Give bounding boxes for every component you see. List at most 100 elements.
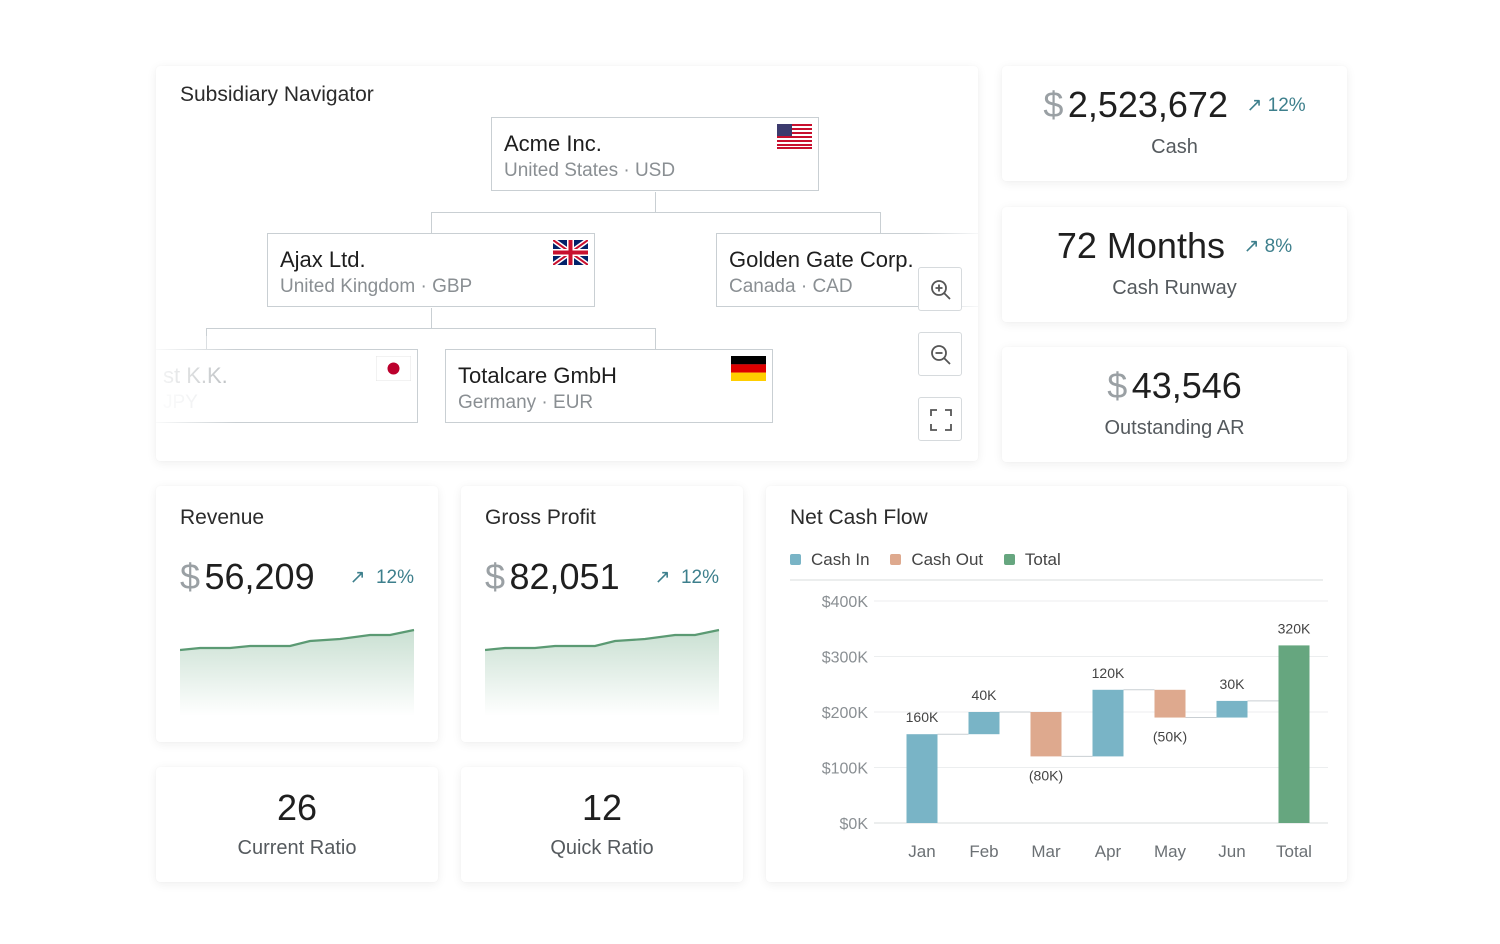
legend-item-cash-in[interactable]: Cash In	[790, 550, 870, 569]
metric-delta: ↗ 12%	[654, 566, 719, 589]
node-name: Totalcare GmbH	[458, 363, 617, 388]
node-name: Acme Inc.	[504, 131, 602, 156]
metric-delta-value: 12%	[375, 567, 414, 588]
cash-runway-kpi-card: 72 Months ↗ 8% Cash Runway	[1002, 207, 1347, 322]
y-tick-label: $0K	[840, 816, 869, 833]
connector-line	[431, 308, 432, 329]
connector-line	[431, 212, 881, 213]
x-tick-label: Jan	[908, 842, 935, 861]
bar-total	[1278, 645, 1310, 823]
kpi-delta: ↗ 12%	[1246, 95, 1305, 116]
card-title: Net Cash Flow	[790, 506, 928, 529]
zoom-out-button[interactable]	[918, 332, 962, 376]
connector-line	[655, 192, 656, 213]
data-label: (50K)	[1153, 729, 1187, 745]
kpi-label: Cash	[1151, 136, 1198, 158]
legend-swatch	[890, 554, 902, 565]
metric-value-row: $ 56,209	[180, 556, 315, 598]
data-label: 40K	[972, 687, 998, 703]
ratio-label: Quick Ratio	[550, 837, 654, 859]
net-cash-flow-card: Net Cash Flow Cash In Cash Out Total $40…	[766, 486, 1347, 882]
trend-up-icon: ↗	[1246, 95, 1263, 116]
ratio-value: 26	[276, 787, 318, 828]
navigator-title: Subsidiary Navigator	[180, 83, 374, 106]
connector-line	[655, 328, 656, 349]
uk-flag-icon	[553, 240, 588, 265]
zoom-in-button[interactable]	[918, 267, 962, 311]
ratio-value: 12	[581, 787, 623, 828]
trend-up-icon: ↗	[349, 567, 366, 588]
node-ajax[interactable]: Ajax Ltd. United Kingdom · GBP	[267, 233, 595, 307]
y-tick-label: $100K	[822, 761, 869, 778]
us-flag-icon	[777, 124, 812, 149]
kpi-label: Cash Runway	[1112, 277, 1237, 299]
kpi-value: 43,546	[1131, 365, 1242, 406]
fullscreen-icon	[930, 409, 952, 431]
legend-item-cash-out[interactable]: Cash Out	[890, 550, 983, 569]
node-country-currency: JPY	[163, 392, 198, 413]
outstanding-ar-kpi-card: $ 43,546 Outstanding AR	[1002, 347, 1347, 462]
x-tick-label: Apr	[1095, 842, 1122, 861]
metric-value: 56,209	[204, 556, 315, 597]
x-tick-label: Total	[1276, 842, 1312, 861]
bar-may	[1154, 689, 1186, 718]
connector-line	[206, 328, 656, 329]
connector-line	[880, 212, 881, 233]
bar-mar	[1030, 712, 1062, 757]
node-name: Golden Gate Corp.	[729, 247, 914, 272]
node-name: st K.K.	[163, 363, 228, 388]
japan-flag-icon	[376, 356, 411, 381]
revenue-sparkline	[180, 628, 415, 716]
node-acme[interactable]: Acme Inc. United States · USD	[491, 117, 819, 191]
zoom-in-icon	[931, 280, 951, 300]
metric-delta: ↗ 12%	[349, 566, 414, 589]
node-totalcare[interactable]: Totalcare GmbH Germany · EUR	[445, 349, 773, 423]
legend-swatch	[790, 554, 801, 565]
zoom-out-icon	[931, 345, 951, 365]
bar-apr	[1092, 689, 1124, 757]
legend-label: Total	[1024, 550, 1061, 569]
node-country-currency: United Kingdom · GBP	[280, 276, 473, 297]
subsidiary-navigator-card: Subsidiary Navigator Acme Inc. United St…	[156, 66, 978, 461]
kpi-value-row: $ 43,546	[1002, 365, 1347, 407]
connector-line	[431, 212, 432, 233]
kpi-value: 72 Months	[1056, 225, 1225, 266]
data-label: 30K	[1220, 676, 1246, 692]
y-tick-label: $300K	[822, 650, 869, 667]
data-label: 320K	[1278, 620, 1311, 636]
data-label: 120K	[1092, 665, 1125, 681]
kpi-delta-value: 8%	[1264, 236, 1293, 257]
metric-value-row: $ 82,051	[485, 556, 620, 598]
kpi-label: Outstanding AR	[1104, 417, 1245, 439]
data-label: 160K	[906, 709, 939, 725]
kpi-delta-value: 12%	[1267, 95, 1306, 116]
trend-up-icon: ↗	[654, 567, 671, 588]
chart-legend: Cash In Cash Out Total	[790, 550, 1077, 570]
current-ratio-card: 26 Current Ratio	[156, 767, 438, 882]
node-country-currency: United States · USD	[504, 160, 676, 181]
metric-value: 82,051	[509, 556, 620, 597]
kpi-value-row: 72 Months ↗ 8%	[1002, 225, 1347, 267]
fullscreen-button[interactable]	[918, 397, 962, 441]
x-tick-label: May	[1154, 842, 1187, 861]
legend-swatch	[1003, 554, 1015, 565]
bar-feb	[968, 712, 1000, 735]
quick-ratio-card: 12 Quick Ratio	[461, 767, 743, 882]
x-tick-label: Mar	[1031, 842, 1061, 861]
bar-jan	[906, 734, 938, 823]
x-tick-label: Feb	[969, 842, 998, 861]
gross-profit-sparkline	[485, 628, 720, 716]
currency-symbol: $	[1043, 84, 1064, 125]
node-japan[interactable]: st K.K. JPY	[156, 349, 418, 423]
node-country-currency: Canada · CAD	[729, 276, 853, 297]
legend-item-total[interactable]: Total	[1003, 550, 1061, 569]
legend-label: Cash Out	[911, 550, 984, 569]
y-tick-label: $200K	[822, 705, 869, 722]
currency-symbol: $	[1107, 365, 1128, 406]
gross-profit-card: Gross Profit $ 82,051 ↗ 12%	[461, 486, 743, 742]
legend-label: Cash In	[811, 550, 870, 569]
kpi-delta: ↗ 8%	[1243, 236, 1292, 257]
card-title: Revenue	[180, 506, 265, 529]
node-country-currency: Germany · EUR	[458, 392, 594, 413]
germany-flag-icon	[731, 356, 766, 381]
